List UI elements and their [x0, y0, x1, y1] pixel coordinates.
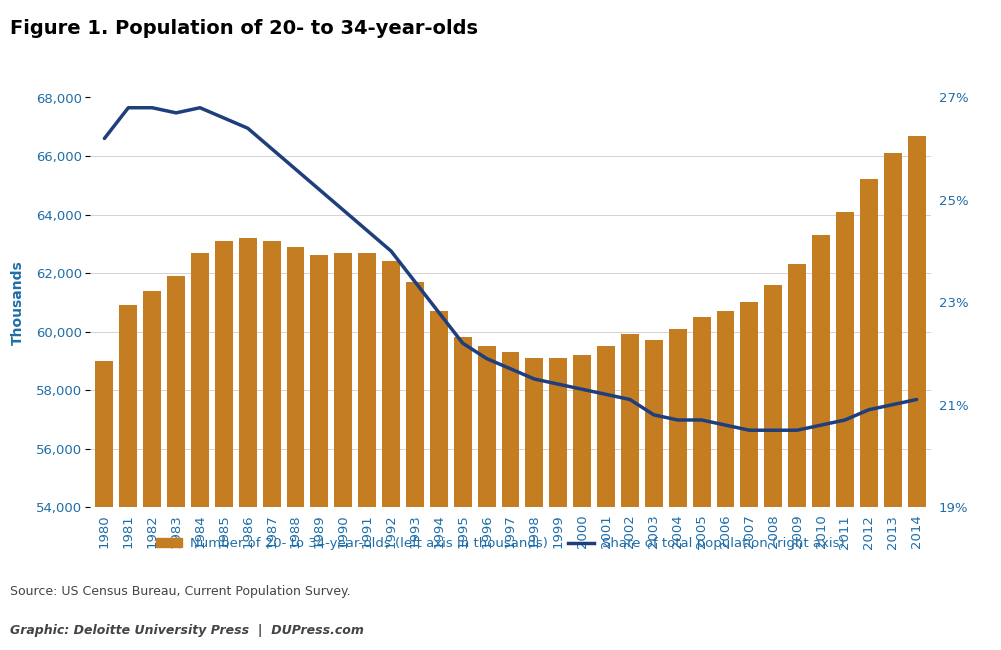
Bar [860, 179, 878, 650]
Bar [526, 358, 544, 650]
Bar [382, 261, 400, 650]
Bar [167, 276, 185, 650]
Bar [621, 335, 639, 650]
Bar [693, 317, 711, 650]
Bar [836, 212, 854, 650]
Bar [453, 337, 471, 650]
Bar [429, 311, 447, 650]
Bar [215, 241, 233, 650]
Bar [406, 282, 423, 650]
Bar [262, 241, 280, 650]
Bar [191, 253, 209, 650]
Text: Source: US Census Bureau, Current Population Survey.: Source: US Census Bureau, Current Popula… [10, 585, 350, 598]
Bar [908, 136, 926, 650]
Bar [310, 255, 328, 650]
Bar [788, 265, 806, 650]
Text: Figure 1. Population of 20- to 34-year-olds: Figure 1. Population of 20- to 34-year-o… [10, 20, 478, 38]
Bar [95, 361, 113, 650]
Bar [598, 346, 615, 650]
Y-axis label: Thousands: Thousands [11, 260, 25, 344]
Bar [358, 253, 376, 650]
Bar [334, 253, 352, 650]
Bar [812, 235, 830, 650]
Bar [645, 341, 663, 650]
Bar [477, 346, 495, 650]
Text: Graphic: Deloitte University Press  |  DUPress.com: Graphic: Deloitte University Press | DUP… [10, 624, 364, 637]
Bar [550, 358, 568, 650]
Bar [765, 285, 782, 650]
Bar [502, 352, 520, 650]
Bar [717, 311, 735, 650]
Bar [669, 329, 687, 650]
Bar [143, 291, 161, 650]
Bar [119, 306, 137, 650]
Bar [286, 247, 304, 650]
Bar [574, 355, 592, 650]
Bar [239, 238, 256, 650]
Legend: Number of 20- to 34-year-olds (left axis in thousands), Share of total populatio: Number of 20- to 34-year-olds (left axis… [151, 532, 850, 556]
Bar [741, 302, 759, 650]
Bar [884, 153, 902, 650]
